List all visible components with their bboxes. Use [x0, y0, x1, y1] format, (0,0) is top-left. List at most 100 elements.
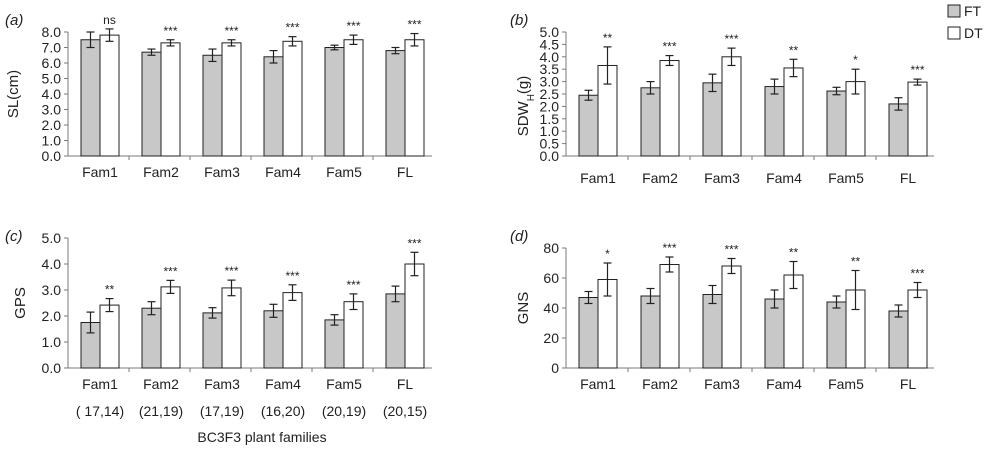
category-label: Fam1: [580, 170, 616, 186]
significance-label: *: [605, 247, 610, 261]
category-label: Fam3: [204, 376, 240, 392]
bar-ft: [80, 39, 101, 157]
bar-dt: [659, 60, 680, 157]
y-axis-label: SDWH(g): [515, 76, 537, 137]
significance-label: ***: [163, 24, 177, 38]
significance-label: *: [853, 53, 858, 67]
sample-size-label: (20,15): [383, 403, 427, 419]
significance-label: ***: [346, 19, 360, 33]
chart-panel: (c) 0.0 1.0 2.0 3.0 4.0 5.0 GPS ** Fam1 ( 17,14) **…: [5, 228, 432, 419]
bar-dt: [99, 304, 120, 369]
category-label: Fam2: [143, 376, 179, 392]
category-label: Fam5: [326, 164, 362, 180]
y-tick-label: 4.0: [540, 49, 560, 65]
bar-dt: [343, 301, 364, 369]
significance-label: **: [603, 31, 613, 45]
y-axis-label-subscript: H: [526, 94, 537, 101]
bar-dt: [99, 34, 120, 157]
y-axis-label: GPS: [12, 287, 29, 319]
significance-label: ***: [163, 264, 177, 278]
category-label: FL: [900, 170, 917, 186]
bar-dt: [221, 42, 242, 157]
bar-ft: [702, 82, 723, 157]
category-label: Fam1: [82, 376, 118, 392]
category-label: FL: [900, 376, 917, 392]
y-tick-label: 0: [551, 360, 559, 376]
bar-dt: [221, 287, 242, 369]
bar-dt: [404, 39, 425, 157]
bar-ft: [640, 295, 661, 369]
bar-ft: [141, 307, 162, 369]
y-tick-label: 5.0: [540, 24, 560, 40]
bar-dt: [907, 289, 928, 369]
category-label: Fam4: [766, 170, 802, 186]
category-label: FL: [397, 376, 414, 392]
y-tick-label: 1.5: [540, 111, 560, 127]
bar-ft: [263, 310, 284, 369]
significance-label: **: [789, 43, 799, 57]
y-tick-label: 4.0: [42, 86, 62, 102]
y-tick-label: 3.5: [540, 61, 560, 77]
category-label: Fam3: [204, 164, 240, 180]
category-label: Fam4: [265, 376, 301, 392]
legend-dt-label: DT: [964, 25, 983, 41]
y-tick-label: 0.0: [540, 148, 560, 164]
bar-ft: [141, 51, 162, 157]
sample-size-label: ( 17,14): [76, 403, 124, 419]
bar-ft: [640, 87, 661, 157]
category-label: Fam5: [828, 170, 864, 186]
panel-label: (a): [5, 12, 23, 29]
bar-ft: [888, 310, 909, 369]
y-tick-label: 1.0: [42, 133, 62, 149]
y-tick-label: 3.0: [42, 282, 62, 298]
y-tick-label: 2.0: [42, 308, 62, 324]
bar-dt: [783, 67, 804, 157]
category-label: Fam5: [326, 376, 362, 392]
significance-label: ***: [910, 63, 924, 77]
significance-label: ***: [346, 278, 360, 292]
bar-ft: [324, 47, 345, 157]
category-label: Fam5: [828, 376, 864, 392]
significance-label: ***: [724, 243, 738, 257]
y-axis-label: SL(cm): [5, 70, 22, 118]
bar-dt: [721, 265, 742, 369]
category-label: Fam4: [265, 164, 301, 180]
panel-label: (b): [510, 12, 528, 29]
legend-dt-swatch: [947, 26, 961, 40]
y-axis-label-suffix: (g): [515, 76, 532, 94]
category-label: Fam2: [642, 376, 678, 392]
significance-label: **: [851, 255, 861, 269]
bar-ft: [764, 298, 785, 369]
bar-dt: [404, 263, 425, 369]
y-tick-label: 5.0: [42, 230, 62, 246]
significance-label: **: [789, 246, 799, 260]
y-tick-label: 2.5: [540, 86, 560, 102]
significance-label: ns: [103, 13, 116, 27]
y-tick-label: 20: [543, 330, 559, 346]
bar-ft: [702, 294, 723, 369]
category-label: Fam3: [704, 376, 740, 392]
y-tick-label: 0.0: [42, 360, 62, 376]
significance-label: ***: [224, 24, 238, 38]
y-tick-label: 3.0: [42, 102, 62, 118]
category-label: Fam1: [82, 164, 118, 180]
y-tick-label: 1.0: [42, 334, 62, 350]
bar-dt: [282, 292, 303, 369]
y-tick-label: 4.5: [540, 36, 560, 52]
sample-size-label: (16,20): [261, 403, 305, 419]
y-tick-label: 60: [543, 270, 559, 286]
bar-ft: [385, 293, 406, 369]
y-tick-label: 3.0: [540, 74, 560, 90]
y-tick-label: 2.0: [42, 117, 62, 133]
significance-label: ***: [662, 241, 676, 255]
category-label: Fam3: [704, 170, 740, 186]
panel-label: (d): [510, 228, 528, 245]
bar-ft: [764, 86, 785, 157]
y-tick-label: 6.0: [42, 55, 62, 71]
significance-label: ***: [407, 18, 421, 32]
bar-ft: [385, 50, 406, 157]
significance-label: ***: [662, 40, 676, 54]
sample-size-label: (21,19): [139, 403, 183, 419]
category-label: Fam1: [580, 376, 616, 392]
